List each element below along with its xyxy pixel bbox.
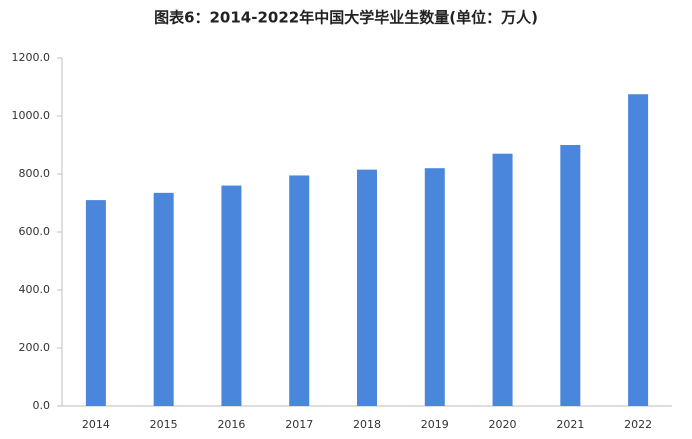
x-tick-label: 2022 (624, 418, 652, 431)
y-tick-label: 1000.0 (12, 109, 51, 122)
x-tick-label: 2020 (489, 418, 517, 431)
y-tick-label: 600.0 (19, 225, 51, 238)
x-tick-label: 2019 (421, 418, 449, 431)
bar (357, 169, 377, 406)
bar (221, 185, 242, 406)
bar (628, 94, 649, 406)
bar (85, 200, 106, 406)
y-tick-label: 400.0 (19, 283, 51, 296)
x-tick-label: 2014 (82, 418, 110, 431)
x-tick-label: 2021 (556, 418, 584, 431)
bar (424, 168, 445, 406)
bar (289, 175, 310, 406)
y-tick-label: 200.0 (19, 341, 51, 354)
bar (492, 153, 513, 406)
bar (560, 145, 581, 406)
x-tick-label: 2018 (353, 418, 381, 431)
x-tick-label: 2017 (285, 418, 313, 431)
y-tick-label: 800.0 (19, 167, 51, 180)
chart-title: 图表6：2014-2022年中国大学毕业生数量(单位：万人) (154, 9, 538, 27)
x-tick-label: 2015 (150, 418, 178, 431)
bar (153, 192, 174, 406)
y-tick-label: 1200.0 (12, 51, 51, 64)
y-tick-label: 0.0 (33, 399, 51, 412)
x-tick-label: 2016 (217, 418, 245, 431)
